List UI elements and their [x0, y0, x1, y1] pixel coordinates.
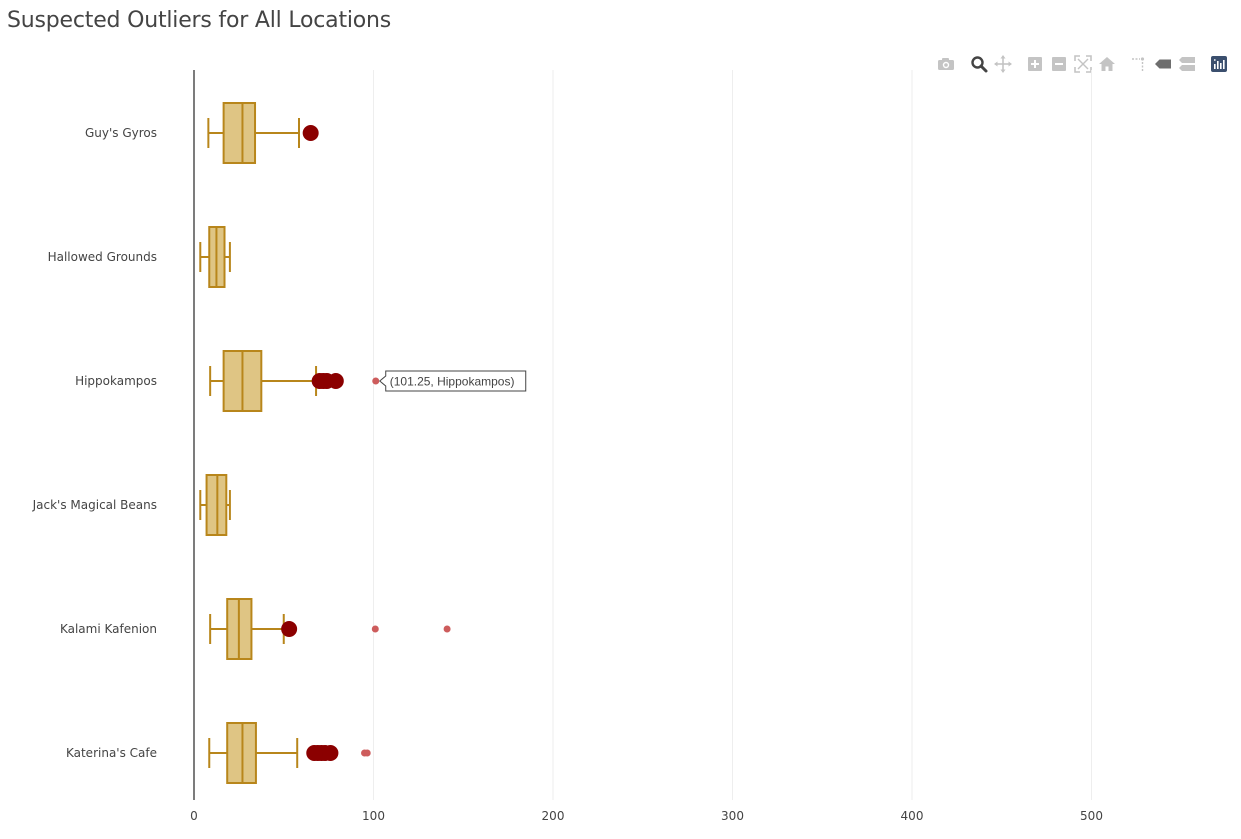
- zoom-in-icon[interactable]: [1025, 54, 1045, 74]
- x-tick-label: 100: [362, 809, 385, 823]
- suspected-outlier-point: [327, 373, 344, 389]
- suspected-outlier-point: [302, 125, 319, 141]
- outlier-point: [363, 749, 371, 757]
- outlier-point: [371, 625, 379, 633]
- y-tick-label: Kalami Kafenion: [60, 622, 157, 636]
- suspected-outlier-point: [322, 745, 339, 761]
- outlier-point: [372, 377, 380, 385]
- hover-label: (101.25, Hippokampos): [378, 370, 527, 392]
- outlier-point: [443, 625, 451, 633]
- y-tick-label: Hallowed Grounds: [48, 250, 157, 264]
- y-axis: Guy's Gyros Hallowed Grounds Hippokampos Ja…: [32, 126, 157, 760]
- camera-icon[interactable]: [936, 54, 956, 74]
- y-tick-label: Guy's Gyros: [85, 126, 157, 140]
- box-iqr: [222, 102, 257, 164]
- x-axis: 0 100 200 300 400 500: [190, 809, 1103, 823]
- x-tick-label: 300: [721, 809, 744, 823]
- hover-label-box: [378, 370, 527, 392]
- y-tick-label: Katerina's Cafe: [66, 746, 157, 760]
- x-tick-label: 500: [1080, 809, 1103, 823]
- x-tick-label: 200: [542, 809, 565, 823]
- zoom-icon[interactable]: [969, 54, 989, 74]
- home-icon[interactable]: [1097, 54, 1117, 74]
- x-tick-label: 0: [190, 809, 198, 823]
- hover-label-text: (101.25, Hippokampos): [390, 375, 515, 389]
- box-trace: [199, 226, 231, 288]
- box-trace: [207, 102, 319, 164]
- chart-title: Suspected Outliers for All Locations: [7, 8, 392, 33]
- modebar: [936, 54, 1236, 74]
- hover-closest-icon[interactable]: [1153, 54, 1173, 74]
- autoscale-icon[interactable]: [1073, 54, 1093, 74]
- box-trace: [208, 722, 371, 784]
- spike-icon[interactable]: [1129, 54, 1149, 74]
- y-tick-label: Jack's Magical Beans: [32, 498, 157, 512]
- box-traces: [199, 102, 451, 784]
- hover-layer: (101.25, Hippokampos): [378, 370, 527, 392]
- zoom-out-icon[interactable]: [1049, 54, 1069, 74]
- plotly-logo-icon[interactable]: [1209, 54, 1229, 74]
- pan-icon[interactable]: [993, 54, 1013, 74]
- gridlines: [193, 70, 1092, 800]
- box-trace: [209, 350, 380, 412]
- box-trace: [199, 474, 231, 536]
- y-tick-label: Hippokampos: [75, 374, 157, 388]
- hover-compare-icon[interactable]: [1177, 54, 1197, 74]
- box-trace: [209, 598, 451, 660]
- x-tick-label: 400: [901, 809, 924, 823]
- suspected-outlier-point: [281, 621, 298, 637]
